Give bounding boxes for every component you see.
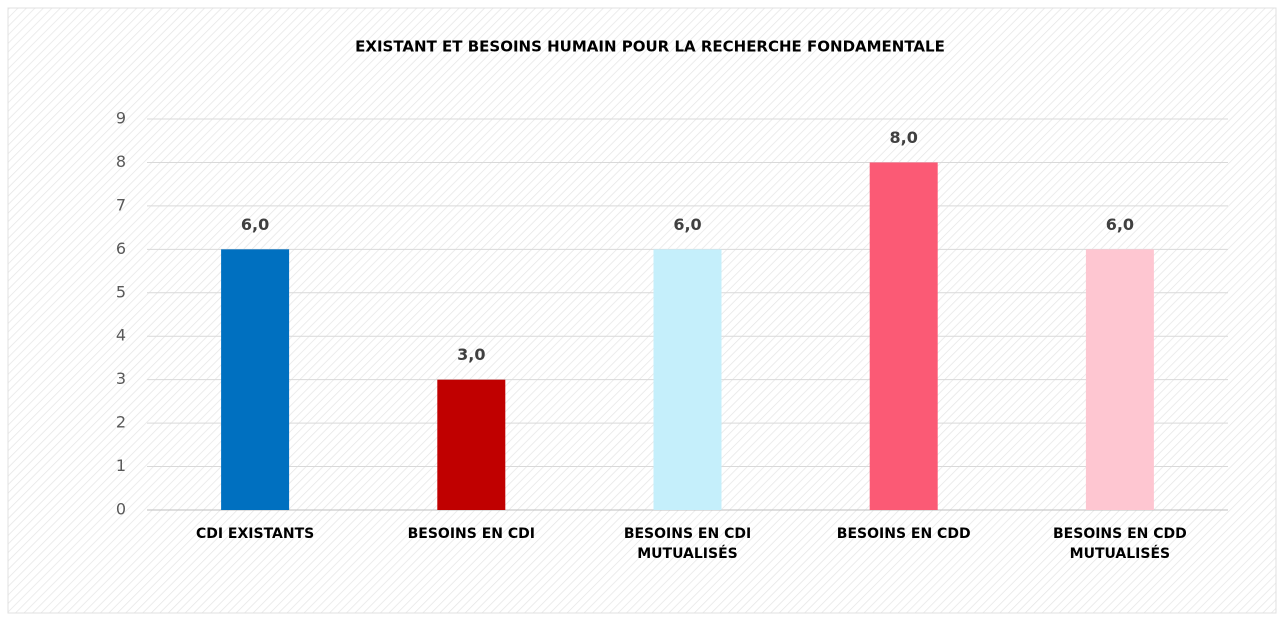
y-tick-label: 2 xyxy=(116,413,126,432)
x-tick-label: BESOINS EN CDI MUTUALISÉS xyxy=(623,526,752,562)
x-tick-label: CDI EXISTANTS xyxy=(195,526,315,542)
bar xyxy=(869,162,938,510)
y-tick-label: 0 xyxy=(116,500,126,519)
bar xyxy=(1085,249,1154,511)
data-label: 6,0 xyxy=(673,215,701,234)
y-tick-label: 9 xyxy=(116,109,126,128)
chart-title: EXISTANT ET BESOINS HUMAIN POUR LA RECHE… xyxy=(355,38,945,56)
y-tick-label: 4 xyxy=(116,326,126,345)
x-tick-label: BESOINS EN CDD MUTUALISÉS xyxy=(1053,526,1187,562)
data-label: 6,0 xyxy=(1106,215,1134,234)
bar xyxy=(437,379,506,510)
chart-background xyxy=(7,7,1277,614)
y-tick-label: 8 xyxy=(116,152,126,171)
x-tick-label: BESOINS EN CDD xyxy=(836,526,971,542)
y-tick-label: 1 xyxy=(116,456,126,475)
y-tick-label: 5 xyxy=(116,282,126,301)
data-label: 8,0 xyxy=(890,128,918,147)
data-label: 6,0 xyxy=(241,215,269,234)
bar xyxy=(653,249,722,511)
y-tick-label: 3 xyxy=(116,369,126,388)
y-tick-label: 7 xyxy=(116,195,126,214)
y-tick-label: 6 xyxy=(116,239,126,258)
data-label: 3,0 xyxy=(457,345,485,364)
bar xyxy=(221,249,290,511)
x-tick-label: BESOINS EN CDI xyxy=(407,526,535,542)
